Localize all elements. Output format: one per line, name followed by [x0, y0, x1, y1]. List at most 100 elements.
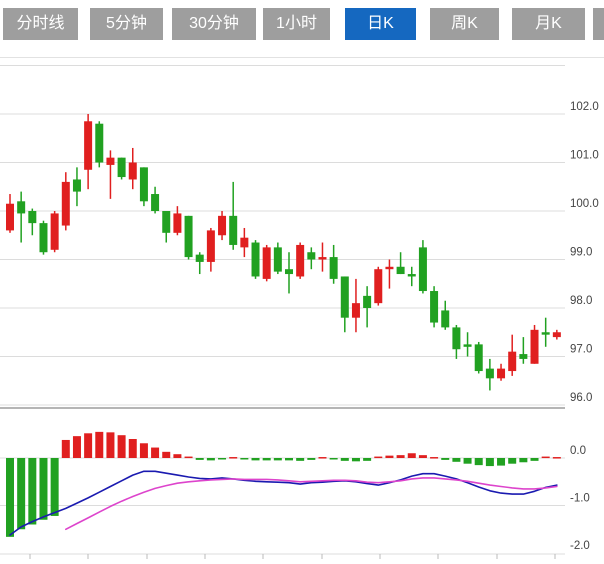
price-axis-label: 102.0	[570, 101, 599, 113]
candle-body	[396, 266, 405, 275]
candle-body	[296, 244, 305, 277]
candle-body	[17, 201, 26, 214]
candle-body	[240, 237, 249, 248]
macd-hist-bar	[463, 458, 472, 464]
candle-body	[329, 257, 338, 279]
macd-hist-bar	[430, 457, 439, 459]
macd-hist-bar	[106, 432, 115, 458]
macd-axis-label: 0.0	[570, 445, 586, 457]
macd-hist-bar	[61, 439, 70, 458]
macd-hist-bar	[139, 443, 148, 458]
timeframe-tab[interactable]: 分时线	[3, 8, 78, 40]
candle-body	[530, 329, 539, 364]
candle-body	[340, 276, 349, 318]
candle-body	[485, 368, 494, 379]
macd-hist-bar	[50, 458, 59, 516]
candle-body	[128, 162, 137, 180]
price-axis-label: 97.0	[570, 344, 592, 356]
candle-body	[229, 215, 238, 245]
macd-axis-label: -2.0	[570, 540, 590, 552]
macd-hist-bar	[151, 447, 160, 458]
macd-hist-bar	[229, 457, 238, 459]
macd-hist-bar	[385, 455, 394, 458]
candle-body	[195, 254, 204, 262]
macd-hist-bar	[240, 458, 249, 460]
macd-hist-bar	[184, 456, 193, 459]
macd-hist-bar	[508, 458, 517, 464]
macd-hist-bar	[396, 455, 405, 458]
price-axis-label: 98.0	[570, 295, 592, 307]
macd-hist-bar	[407, 453, 416, 458]
macd-hist-bar	[452, 458, 461, 462]
macd-hist-bar	[17, 458, 26, 530]
macd-hist-bar	[329, 458, 338, 460]
candle-body	[262, 247, 271, 279]
macd-hist-bar	[262, 458, 271, 461]
timeframe-tab[interactable]: 周K	[430, 8, 499, 40]
candle-body	[508, 351, 517, 372]
candle-body	[139, 167, 148, 202]
macd-hist-bar	[351, 458, 360, 462]
macd-hist-bar	[497, 458, 506, 466]
timeframe-tab-active[interactable]: 日K	[345, 8, 416, 40]
candle-body	[552, 332, 561, 338]
timeframe-toolbar: 分时线 5分钟 30分钟 1小时 日K 周K 月K	[0, 0, 604, 57]
macd-hist-bar	[195, 458, 204, 460]
macd-hist-bar	[552, 457, 561, 459]
candle-body	[441, 310, 450, 328]
timeframe-tab[interactable]	[593, 8, 604, 40]
candle-body	[162, 211, 171, 233]
macd-hist-bar	[530, 458, 539, 461]
timeframe-tab[interactable]: 30分钟	[172, 8, 256, 40]
candle-body	[61, 181, 70, 226]
macd-dea-line	[65, 477, 558, 531]
candle-body	[273, 247, 282, 272]
macd-hist-bar	[162, 451, 171, 458]
timeframe-tab[interactable]: 月K	[512, 8, 585, 40]
macd-hist-bar	[541, 456, 550, 459]
macd-hist-bar	[485, 458, 494, 467]
macd-hist-bar	[95, 431, 104, 458]
candle-body	[28, 211, 37, 224]
candle-body	[206, 230, 215, 262]
macd-hist-bar	[296, 458, 305, 461]
candle-body	[106, 157, 115, 165]
toolbar-divider	[0, 57, 604, 58]
timeframe-tab[interactable]: 5分钟	[90, 8, 163, 40]
macd-hist-bar	[273, 458, 282, 461]
candle-body	[84, 121, 93, 170]
candle-body	[6, 203, 14, 231]
candle-body	[251, 242, 260, 277]
candle-body	[117, 157, 126, 178]
macd-hist-bar	[418, 455, 427, 458]
macd-hist-bar	[251, 458, 260, 461]
macd-hist-bar	[441, 458, 450, 460]
candle-body	[497, 368, 506, 379]
macd-hist-bar	[173, 454, 182, 458]
timeframe-tab[interactable]: 1小时	[263, 8, 330, 40]
candle-body	[318, 257, 327, 260]
macd-hist-bar	[218, 458, 227, 460]
candle-body	[363, 295, 372, 308]
price-axis-label: 101.0	[570, 150, 599, 162]
candle-body	[463, 344, 472, 347]
macd-hist-bar	[285, 458, 293, 461]
candle-body	[418, 247, 427, 292]
price-axis-label: 100.0	[570, 198, 599, 210]
macd-hist-bar	[374, 456, 383, 459]
price-axis-label: 99.0	[570, 247, 592, 259]
candle-body	[351, 303, 360, 318]
candle-body	[39, 223, 48, 253]
candle-body	[385, 266, 394, 270]
candle-body	[430, 291, 439, 323]
macd-axis-label: -1.0	[570, 493, 590, 505]
macd-hist-bar	[6, 458, 14, 537]
candle-body	[95, 123, 104, 163]
macd-hist-bar	[28, 458, 37, 525]
macd-hist-bar	[117, 435, 126, 458]
macd-hist-bar	[307, 458, 316, 460]
candle-body	[50, 213, 59, 250]
candle-body	[218, 215, 227, 236]
